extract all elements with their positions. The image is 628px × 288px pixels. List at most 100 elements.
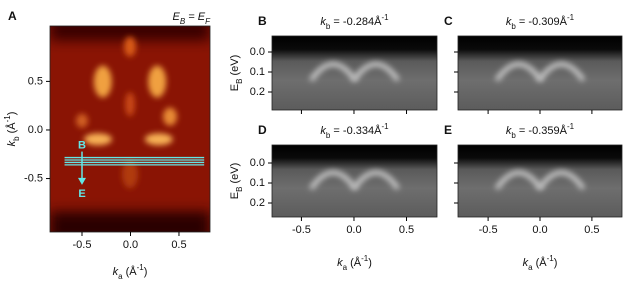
panel-frame [271,144,438,218]
x-tick-label: 0.0 [532,224,547,236]
spectrum-bg [458,36,622,110]
cut-end-label: E [78,188,85,200]
spectrum-bg [272,145,437,217]
panel-title-part: B [180,17,186,26]
x-axis-label-part: ) [554,257,558,269]
panel-image [458,145,622,217]
panel-letter: D [258,123,267,137]
y-tick-label: 0.0 [250,46,265,58]
x-axis-label-part: k [523,257,529,269]
panel-title: kb = -0.334Å-1 [320,122,389,140]
y-axis-label-part: k [6,140,18,146]
x-axis-label-part: ) [144,266,148,278]
panel-title: kb = -0.284Å-1 [320,13,389,31]
panel-title-part: b [326,22,331,31]
cut-start-label: B [78,139,86,151]
y-axis-label: EB (eV) [229,55,244,92]
panel-title: kb = -0.359Å-1 [506,122,575,140]
panel-title-part: b [511,22,516,31]
spectrum-band [351,61,401,82]
panel-title-part: E [173,11,181,23]
x-tick-label: 0.5 [171,239,186,251]
x-tick-label: -0.5 [73,239,92,251]
x-tick-label: -0.5 [479,224,498,236]
spectrum-band [308,61,358,82]
y-tick-label: 0.0 [28,124,43,136]
panel-image [272,36,437,110]
x-axis-label-part: -1 [137,263,145,272]
y-axis-label: EB (eV) [229,163,244,200]
y-axis-label-part: E [229,192,241,199]
y-tick-label: 0.1 [250,177,265,189]
x-tick-label: 0.5 [584,224,599,236]
x-axis-label-part: (Å [533,256,548,269]
panel-title: kb = -0.309Å-1 [506,13,575,31]
panel-letter: C [444,14,453,28]
x-axis-label: ka (Å-1) [337,254,372,272]
y-axis-label-part: B [235,79,244,84]
y-tick-label: 0.2 [250,197,265,209]
x-tick-label: 0.0 [346,224,361,236]
y-axis-label-part: -1 [3,115,12,123]
panel-title-part: k [320,16,326,28]
heatmap-dark-bottom [50,211,210,232]
panel-letter: A [8,9,17,23]
panel-title-part: F [205,17,211,26]
x-axis-label-part: (Å [347,256,362,269]
spectrum-band [351,170,401,191]
heatmap-feature [144,133,173,146]
panel-title-part: = [185,11,198,23]
panel-letter: B [258,14,267,28]
y-axis-label: kb (Å-1) [3,112,21,147]
y-tick-label: 0.1 [250,66,265,78]
spectrum-bg [272,36,437,110]
panel-title-part: b [326,131,331,140]
y-axis-label-part: B [235,187,244,192]
heatmap-feature [93,65,112,98]
x-axis-label-part: a [343,263,348,272]
y-tick-label: 0.0 [250,157,265,169]
x-tick-label: 0.0 [123,239,138,251]
spectrum-band [308,170,358,191]
y-axis-label-part: (eV) [229,55,241,79]
panel-image [50,26,210,232]
x-axis-label-part: a [528,263,533,272]
heatmap-feature [124,36,136,57]
x-axis-label: ka (Å-1) [523,254,558,272]
y-tick-label: -0.5 [24,172,43,184]
panel-title-part: E [198,11,206,23]
y-axis-label-part: (Å [5,122,18,137]
spectrum-band [537,61,586,82]
x-axis-label-part: (Å [123,265,138,278]
spectrum-band [494,170,543,191]
spectrum-band [537,170,586,191]
panel-title-part: k [320,125,326,137]
panel-title-part: -1 [381,122,389,131]
heatmap-feature [148,65,167,98]
spectrum-bg [458,145,622,217]
heatmap-feature [125,92,135,117]
panel-frame [271,35,438,111]
heatmap-dark-top [50,26,210,41]
y-axis-label-part: ) [6,112,18,116]
panel-title-part: = -0.359Å [516,124,568,137]
x-axis-label: ka (Å-1) [113,263,148,281]
panel-title-part: k [506,16,512,28]
panel-title: EB = EF [173,11,212,26]
panel-letter: E [444,123,452,137]
heatmap-feature [84,133,112,146]
panel-title-part: -1 [567,13,575,22]
heatmap-feature [122,160,138,189]
x-axis-label-part: a [118,272,123,281]
x-axis-label-part: -1 [361,254,369,263]
panel-title-part: = -0.334Å [330,124,382,137]
heatmap-feature [76,113,88,128]
panel-image [272,145,437,217]
y-axis-label-part: E [229,84,241,91]
panel-image [458,36,622,110]
x-axis-label-part: ) [368,257,372,269]
x-tick-label: 0.5 [399,224,414,236]
y-axis-label-part: b [12,136,21,141]
heatmap-feature [163,107,177,126]
